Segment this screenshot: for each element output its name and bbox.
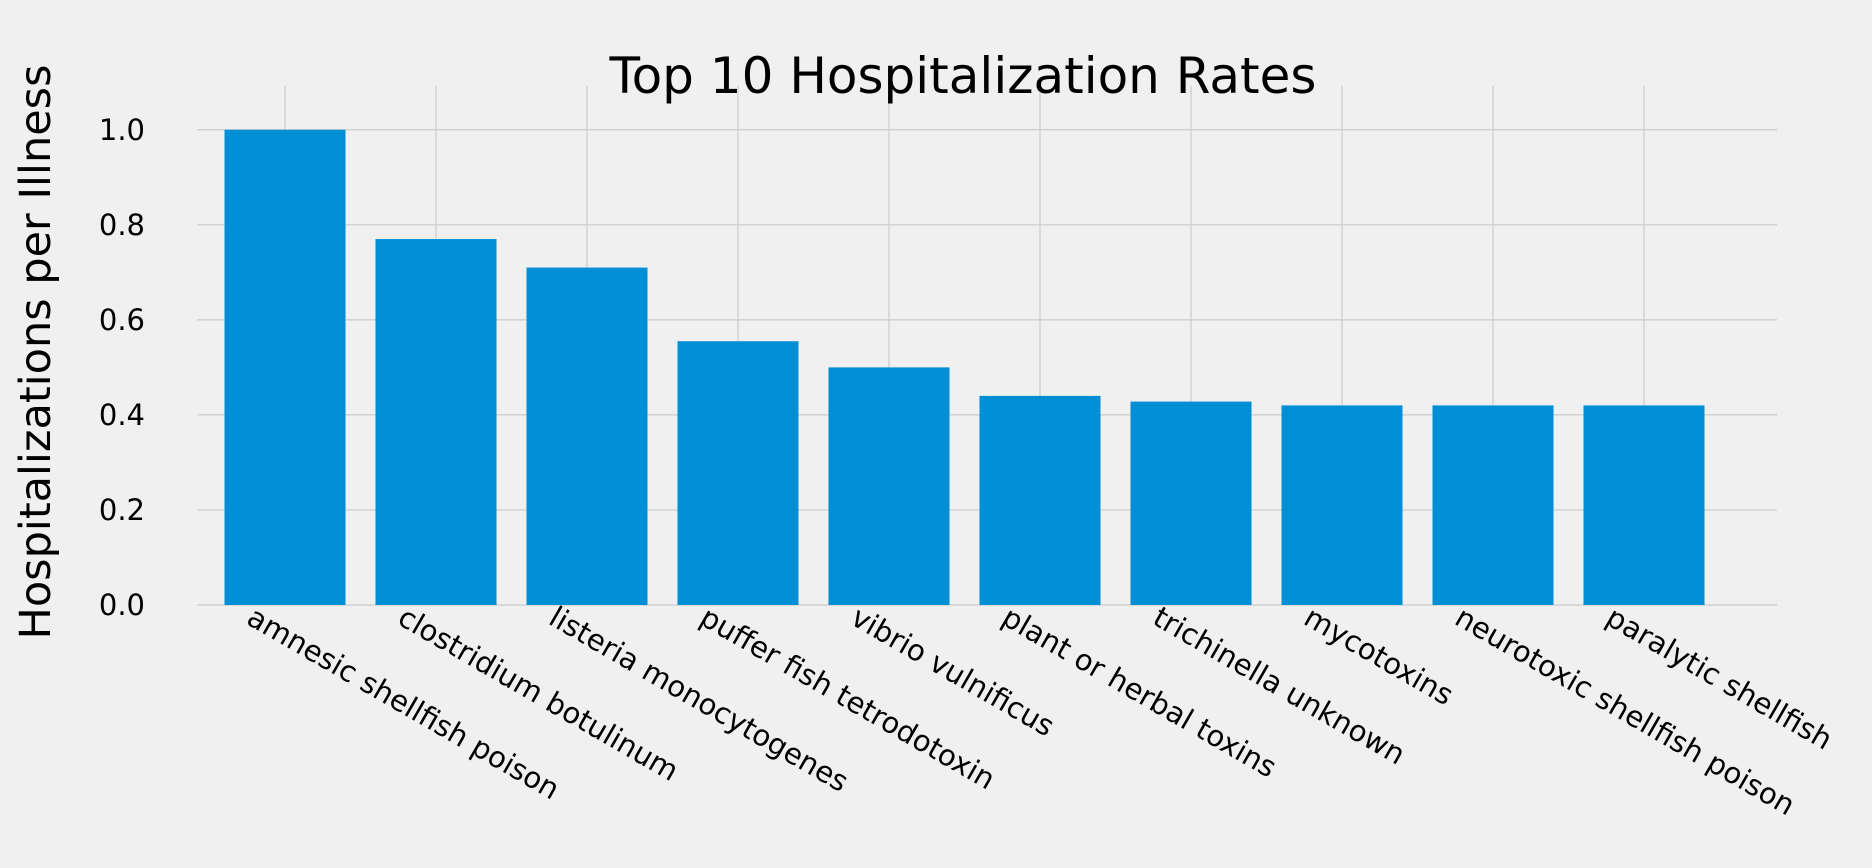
y-tick-label: 0.0 bbox=[99, 588, 145, 622]
bar bbox=[375, 239, 497, 606]
x-tick-label: plant or herbal toxins bbox=[997, 600, 1283, 785]
y-axis-label: Hospitalizations per Illness bbox=[11, 65, 61, 640]
bar bbox=[677, 341, 799, 605]
y-tick-layer: 0.0 0.2 0.4 0.6 0.8 1.0 bbox=[99, 113, 145, 622]
bar bbox=[828, 367, 950, 605]
y-tick-label: 0.4 bbox=[99, 398, 145, 432]
bar-layer bbox=[224, 129, 1705, 606]
bar bbox=[979, 395, 1101, 605]
bar bbox=[1281, 405, 1403, 605]
x-tick-label: clostridium botulinum bbox=[393, 600, 685, 788]
bar bbox=[526, 267, 648, 605]
bar bbox=[1130, 401, 1252, 605]
y-tick-label: 1.0 bbox=[99, 113, 145, 147]
bar bbox=[1432, 405, 1554, 605]
y-tick-label: 0.6 bbox=[99, 303, 145, 337]
chart-title: Top 10 Hospitalization Rates bbox=[609, 47, 1317, 105]
y-tick-label: 0.8 bbox=[99, 208, 145, 242]
bar bbox=[224, 129, 346, 605]
y-tick-label: 0.2 bbox=[99, 493, 145, 527]
bar bbox=[1583, 405, 1705, 605]
x-tick-label: trichinella unknown bbox=[1148, 600, 1412, 772]
